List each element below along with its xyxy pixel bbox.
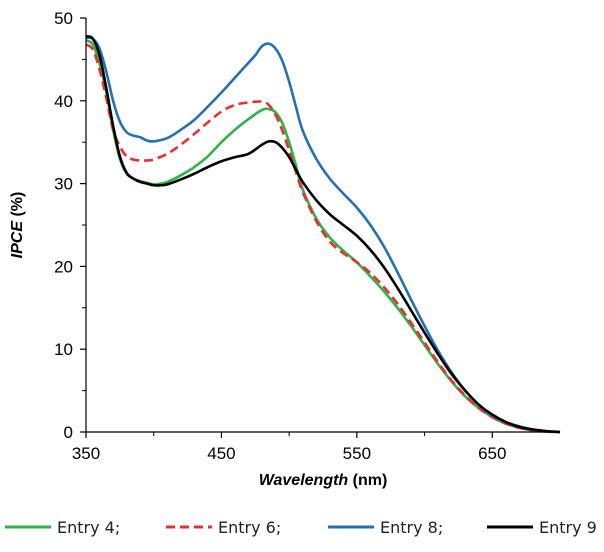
y-tick-label: 20: [54, 257, 73, 276]
x-axis-title-main: Wavelength: [259, 472, 349, 489]
y-tick-label: 50: [54, 9, 73, 28]
legend-label-4: Entry 9: [539, 518, 597, 537]
x-tick-label: 450: [207, 444, 235, 463]
x-tick-label: 550: [343, 444, 371, 463]
y-axis-title-main: IPCE: [9, 220, 26, 259]
x-tick-label: 650: [478, 444, 506, 463]
y-tick-label: 0: [64, 423, 73, 442]
y-tick-label: 30: [54, 175, 73, 194]
ticks: [80, 17, 493, 438]
legend-label-1: Entry 4;: [57, 518, 120, 537]
x-axis-title-unit: (nm): [353, 472, 388, 489]
x-axis-title: Wavelength (nm): [259, 472, 388, 489]
tick-labels: 0 10 20 30 40 50 350 450 550 650: [54, 9, 506, 463]
y-tick-label: 10: [54, 340, 73, 359]
y-tick-label: 40: [54, 92, 73, 111]
x-tick-label: 350: [72, 444, 100, 463]
series-line-3: [85, 36, 561, 434]
series-line-4: [85, 34, 561, 434]
axes: [85, 18, 560, 433]
plot-lines: [85, 34, 561, 434]
legend-label-3: Entry 8;: [380, 518, 443, 537]
series-line-2: [85, 43, 561, 434]
series-line-1: [85, 39, 561, 434]
y-axis-title: IPCE (%): [9, 192, 26, 259]
legend: Entry 4; Entry 6; Entry 8; Entry 9: [5, 518, 597, 537]
legend-label-2: Entry 6;: [218, 518, 281, 537]
y-axis-title-unit: (%): [9, 192, 26, 217]
